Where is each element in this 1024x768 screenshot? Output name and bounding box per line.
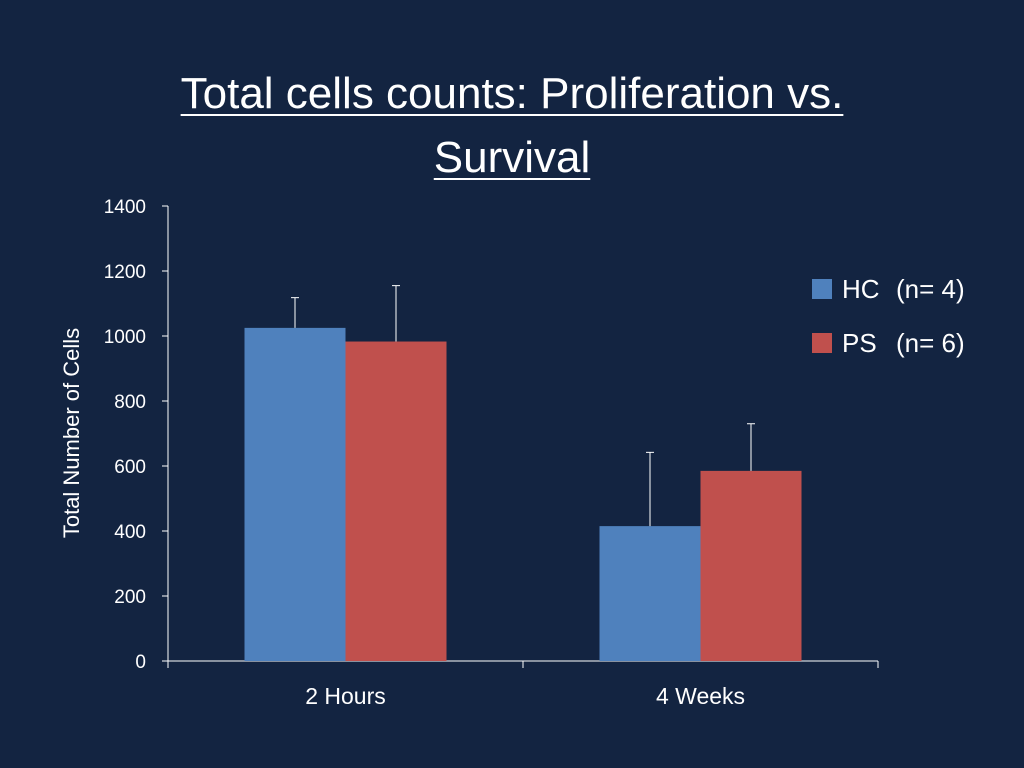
bar [244, 327, 346, 661]
bar [345, 341, 447, 661]
y-tick-label: 400 [114, 522, 146, 543]
y-tick-label: 0 [135, 652, 146, 673]
y-tick-label: 1200 [104, 262, 146, 283]
x-category-label: 2 Hours [305, 683, 386, 709]
legend-item-hc: HC (n= 4) [812, 266, 965, 312]
x-category-label: 4 Weeks [656, 683, 745, 709]
y-tick-label: 600 [114, 457, 146, 478]
title-line-2: Survival [433, 133, 591, 182]
legend-swatch-ps [812, 333, 832, 353]
y-axis-label: Total Number of Cells [59, 327, 84, 539]
y-tick-label: 1000 [104, 327, 146, 348]
slide-title: Total cells counts: Proliferation vs. Su… [0, 62, 1024, 190]
y-tick-label: 200 [114, 587, 146, 608]
bar [700, 470, 802, 661]
legend-label-hc: HC [842, 273, 880, 304]
y-tick-label: 1400 [104, 197, 146, 218]
legend-note-ps: (n= 6) [896, 327, 965, 358]
legend-swatch-hc [812, 279, 832, 299]
title-line-1: Total cells counts: Proliferation vs. [180, 69, 844, 118]
legend-item-ps: PS (n= 6) [812, 320, 965, 366]
bar [599, 526, 701, 661]
y-tick-label: 800 [114, 392, 146, 413]
chart-legend: HC (n= 4) PS (n= 6) [812, 266, 965, 374]
legend-note-hc: (n= 4) [896, 273, 965, 304]
legend-label-ps: PS [842, 327, 877, 358]
